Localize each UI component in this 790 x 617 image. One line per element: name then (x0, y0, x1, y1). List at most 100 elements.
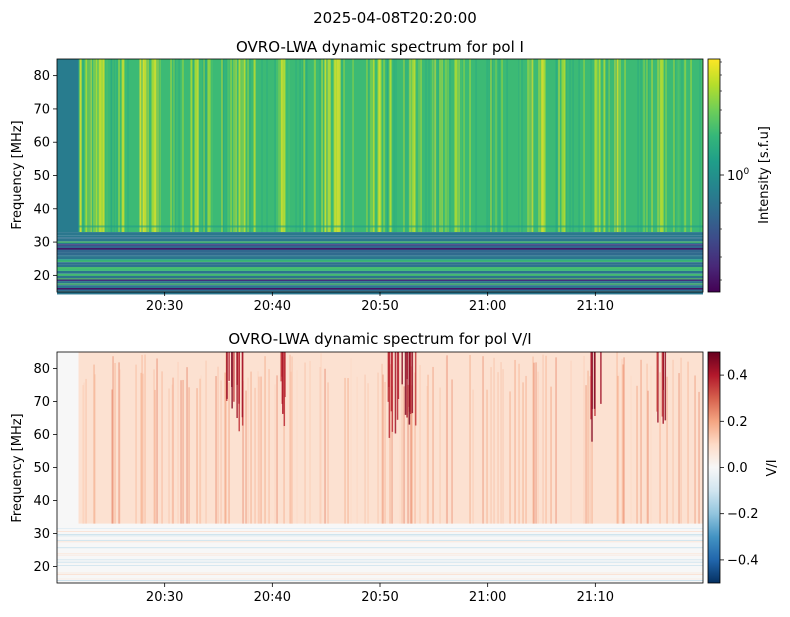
vi-streak (555, 357, 557, 524)
vi-streak (168, 388, 170, 524)
bright-channel (57, 274, 703, 276)
vi-streak (439, 387, 441, 524)
vi-streak (320, 353, 322, 524)
vi-streak (319, 366, 321, 524)
vi-lower-channel (57, 572, 703, 574)
intensity-streak (674, 59, 676, 233)
intensity-streak (519, 59, 521, 233)
intensity-streak (127, 59, 129, 233)
intensity-streak (118, 59, 120, 233)
lower-band-channel (57, 278, 703, 282)
vi-streak (377, 372, 379, 524)
stokes-vi-axes: 20 30 40 50 60 70 80 20:30 20:40 20:50 21:00 21:10 (33, 351, 704, 605)
intensity-streak (614, 59, 616, 233)
intensity-streak (321, 59, 323, 233)
intensity-streak (409, 59, 411, 233)
stokes-i-colorbar-ticks: 100 (720, 61, 750, 281)
vi-streak (119, 369, 121, 524)
intensity-streak (280, 59, 282, 233)
intensity-streak (88, 59, 90, 233)
intensity-streak (181, 59, 183, 233)
figure-suptitle: 2025-04-08T20:20:00 (313, 9, 477, 27)
intensity-streak (284, 59, 286, 233)
vi-streak (161, 371, 163, 524)
vi-streak (500, 362, 502, 524)
intensity-streak (388, 59, 390, 233)
stokes-i-panel: OVRO-LWA dynamic spectrum for pol I Freq… (10, 38, 772, 314)
vi-burst (238, 352, 240, 404)
vi-burst (590, 352, 592, 420)
intensity-streak (313, 59, 315, 233)
intensity-streak (334, 59, 336, 233)
intensity-streak (380, 59, 382, 233)
intensity-streak (434, 59, 436, 233)
vi-burst (396, 352, 399, 420)
intensity-streak (261, 59, 263, 233)
vi-streak (347, 378, 349, 524)
intensity-streak (681, 59, 683, 233)
stokes-i-ylabel: Frequency [MHz] (10, 120, 25, 229)
vi-streak (205, 360, 207, 524)
intensity-streak (110, 59, 112, 233)
intensity-streak (404, 59, 406, 233)
intensity-streak (221, 59, 223, 233)
intensity-streak (343, 59, 345, 233)
vi-streak (171, 384, 173, 524)
vi-streak (589, 376, 591, 524)
vi-lower-channel (57, 539, 703, 541)
intensity-streak (228, 59, 230, 233)
intensity-streak (454, 59, 456, 233)
intensity-streak (145, 59, 147, 233)
vi-streak (472, 389, 474, 524)
intensity-streak (455, 59, 457, 233)
intensity-streak (598, 59, 600, 233)
intensity-streak (142, 59, 144, 233)
vi-burst (656, 352, 658, 412)
intensity-streak (121, 59, 123, 233)
vi-streak (672, 359, 674, 524)
vi-streak (283, 357, 285, 524)
intensity-streak (155, 59, 157, 233)
intensity-streak (431, 59, 433, 233)
intensity-streak (544, 59, 546, 233)
intensity-streak (437, 59, 439, 233)
intensity-streak (640, 59, 642, 233)
vi-burst (391, 352, 394, 432)
vi-streak (585, 385, 587, 524)
vi-streak (533, 362, 535, 524)
intensity-streak (98, 59, 100, 233)
vi-lower-channel (57, 560, 703, 562)
intensity-streak (152, 59, 154, 233)
intensity-streak (274, 59, 276, 233)
intensity-streak (607, 59, 609, 233)
intensity-streak (151, 59, 153, 233)
intensity-streak (572, 59, 574, 233)
intensity-streak (85, 59, 87, 233)
lower-band-channel (57, 264, 703, 268)
intensity-streak (336, 59, 338, 233)
intensity-streak (305, 59, 307, 233)
vi-streak (509, 391, 511, 524)
y-tick-label: 60 (33, 136, 50, 151)
stokes-i-colorbar (707, 58, 721, 293)
intensity-streak (80, 59, 82, 233)
stokes-vi-colorbar-ticks: 0.4 0.2 0.0 −0.2 −0.4 (720, 369, 759, 568)
intensity-streak (281, 59, 283, 233)
vi-streak (678, 373, 680, 524)
intensity-streak (266, 59, 268, 233)
intensity-streak (563, 59, 565, 233)
lower-band-channel (57, 244, 703, 246)
intensity-streak (413, 59, 415, 233)
intensity-streak (506, 59, 508, 233)
intensity-streak (339, 59, 341, 233)
vi-lower-channel (57, 535, 703, 537)
intensity-streak (79, 59, 81, 233)
vi-streak (225, 352, 227, 524)
intensity-streak (247, 59, 249, 233)
intensity-streak (190, 59, 192, 233)
intensity-streak (86, 59, 88, 233)
intensity-streak (542, 59, 544, 233)
vi-streak (666, 376, 668, 524)
vi-streak (616, 352, 618, 524)
